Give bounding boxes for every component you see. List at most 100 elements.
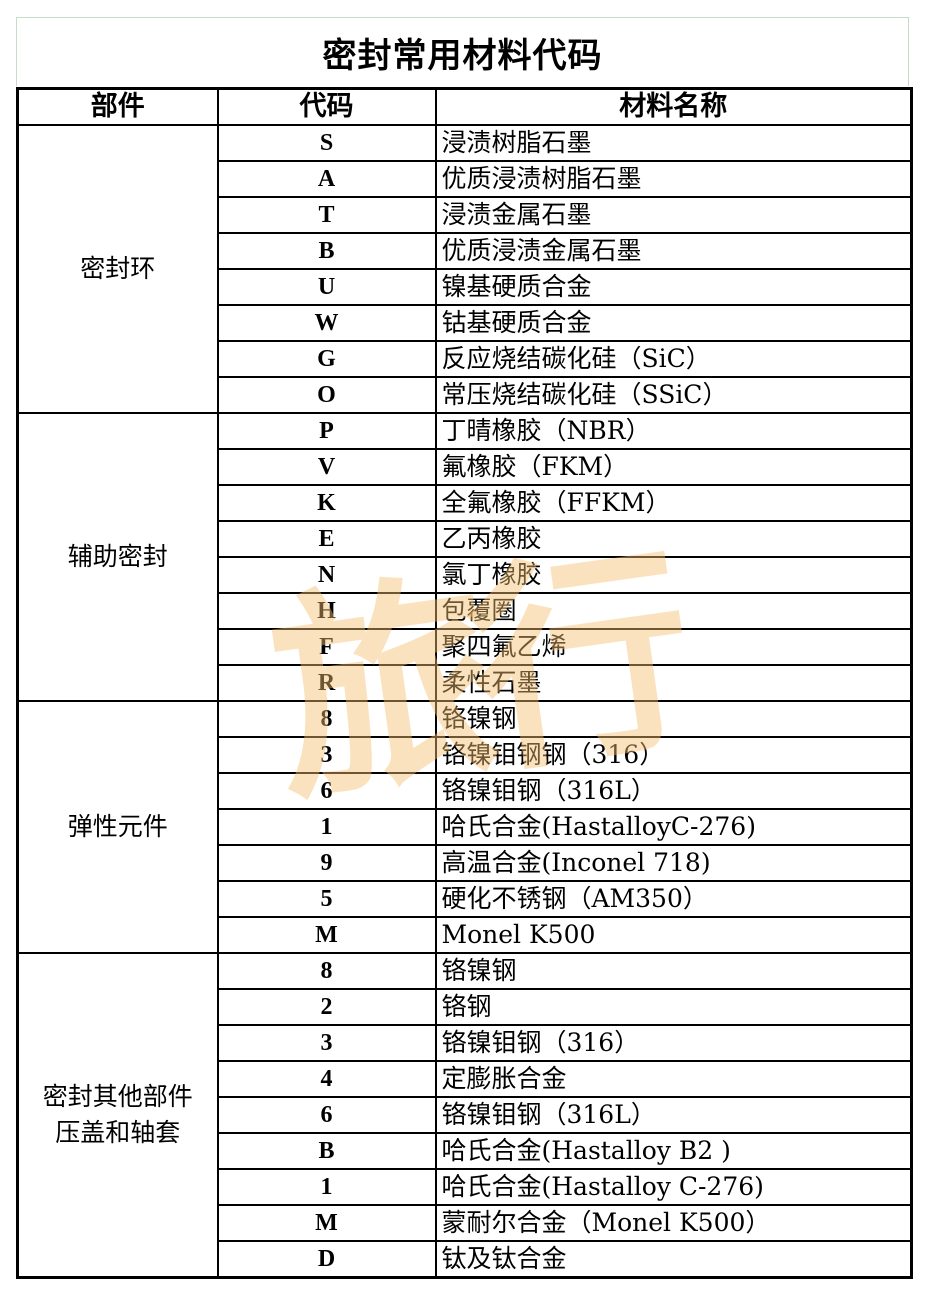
part-cell: 密封其他部件 压盖和轴套 xyxy=(16,952,219,1279)
code-cell: 4 xyxy=(216,1060,437,1098)
material-name-cell: 铬镍钢 xyxy=(434,952,913,990)
table-row: M Monel K500 xyxy=(18,916,913,954)
material-name-cell: 丁晴橡胶（NBR） xyxy=(434,412,913,450)
code-cell: 6 xyxy=(216,1096,437,1134)
table-row: A 优质浸渍树脂石墨 xyxy=(18,160,913,198)
table-row: 1 哈氏合金(Hastalloy C-276) xyxy=(18,1168,913,1206)
table-row: K 全氟橡胶（FFKM） xyxy=(18,484,913,522)
table-row: H 包覆圈 xyxy=(18,592,913,630)
material-name-cell: 优质浸渍树脂石墨 xyxy=(434,160,913,198)
material-name-cell: 优质浸渍金属石墨 xyxy=(434,232,913,270)
material-name-cell: 铬镍钼钢（316） xyxy=(434,1024,913,1062)
code-cell: S xyxy=(216,124,437,162)
table-row: B 优质浸渍金属石墨 xyxy=(18,232,913,270)
code-cell: R xyxy=(216,664,437,702)
material-name-cell: 哈氏合金(Hastalloy B2 ) xyxy=(434,1132,913,1170)
material-code-table: 部件 代码 材料名称 密封环 S 浸渍树脂石墨 A 优质浸渍树脂石墨 T 浸渍金属石墨 B 优质… xyxy=(16,87,913,1279)
table-row: U 镍基硬质合金 xyxy=(18,268,913,306)
table-row: 5 硬化不锈钢（AM350） xyxy=(18,880,913,918)
code-cell: 8 xyxy=(216,952,437,990)
material-name-cell: 铬钢 xyxy=(434,988,913,1026)
code-cell: H xyxy=(216,592,437,630)
code-cell: B xyxy=(216,1132,437,1170)
table-row: O 常压烧结碳化硅（SSiC） xyxy=(18,376,913,414)
material-name-cell: 聚四氟乙烯 xyxy=(434,628,913,666)
header-row: 部件 代码 材料名称 xyxy=(16,87,913,126)
table-row: F 聚四氟乙烯 xyxy=(18,628,913,666)
material-name-cell: 钛及钛合金 xyxy=(434,1240,913,1279)
table-row: 辅助密封 P 丁晴橡胶（NBR） xyxy=(16,412,913,702)
code-cell: T xyxy=(216,196,437,234)
code-cell: 6 xyxy=(216,772,437,810)
material-name-cell: 包覆圈 xyxy=(434,592,913,630)
code-cell: F xyxy=(216,628,437,666)
code-cell: A xyxy=(216,160,437,198)
code-cell: 8 xyxy=(216,700,437,738)
code-cell: K xyxy=(216,484,437,522)
table-row: 2 铬钢 xyxy=(18,988,913,1026)
table-row: G 反应烧结碳化硅（SiC） xyxy=(18,340,913,378)
code-cell: N xyxy=(216,556,437,594)
material-name-cell: 哈氏合金(Hastalloy C-276) xyxy=(434,1168,913,1206)
table-row: 4 定膨胀合金 xyxy=(18,1060,913,1098)
material-name-cell: 铬镍钼钢（316L） xyxy=(434,772,913,810)
table-row: E 乙丙橡胶 xyxy=(18,520,913,558)
table-row: 密封其他部件 压盖和轴套 8 铬镍钢 xyxy=(16,952,913,1279)
table-row: W 钴基硬质合金 xyxy=(18,304,913,342)
material-name-cell: 常压烧结碳化硅（SSiC） xyxy=(434,376,913,414)
material-name-cell: 铬镍钼钢钢（316） xyxy=(434,736,913,774)
part-cell: 弹性元件 xyxy=(16,700,219,954)
code-cell: P xyxy=(216,412,437,450)
part-cell: 辅助密封 xyxy=(16,412,219,702)
material-name-cell: 硬化不锈钢（AM350） xyxy=(434,880,913,918)
material-name-cell: 高温合金(Inconel 718) xyxy=(434,844,913,882)
part-label: 压盖和轴套 xyxy=(55,1118,181,1147)
code-cell: 1 xyxy=(216,1168,437,1206)
table-row: D 钛及钛合金 xyxy=(18,1240,913,1279)
material-name-cell: 乙丙橡胶 xyxy=(434,520,913,558)
table-row: 3 铬镍钼钢钢（316） xyxy=(18,736,913,774)
part-label: 密封其他部件 xyxy=(42,1082,193,1111)
code-cell: E xyxy=(216,520,437,558)
table-row: M 蒙耐尔合金（Monel K500） xyxy=(18,1204,913,1242)
material-name-cell: 全氟橡胶（FFKM） xyxy=(434,484,913,522)
header-material: 材料名称 xyxy=(434,87,913,126)
table-row: 6 铬镍钼钢（316L） xyxy=(18,772,913,810)
code-cell: 1 xyxy=(216,808,437,846)
code-cell: M xyxy=(216,916,437,954)
part-label: 密封环 xyxy=(80,254,156,283)
part-label: 弹性元件 xyxy=(67,812,168,841)
material-name-cell: 钴基硬质合金 xyxy=(434,304,913,342)
code-cell: O xyxy=(216,376,437,414)
table-row: B 哈氏合金(Hastalloy B2 ) xyxy=(18,1132,913,1170)
material-name-cell: 哈氏合金(HastalloyC-276) xyxy=(434,808,913,846)
material-name-cell: 浸渍树脂石墨 xyxy=(434,124,913,162)
table-row: R 柔性石墨 xyxy=(18,664,913,702)
table-row: T 浸渍金属石墨 xyxy=(18,196,913,234)
table-row: 3 铬镍钼钢（316） xyxy=(18,1024,913,1062)
table-row: 密封环 S 浸渍树脂石墨 xyxy=(16,124,913,414)
code-cell: V xyxy=(216,448,437,486)
part-cell: 密封环 xyxy=(16,124,219,414)
part-label: 辅助密封 xyxy=(67,542,168,571)
table-row: 1 哈氏合金(HastalloyC-276) xyxy=(18,808,913,846)
material-name-cell: 铬镍钢 xyxy=(434,700,913,738)
material-name-cell: Monel K500 xyxy=(434,916,913,954)
table-row: V 氟橡胶（FKM） xyxy=(18,448,913,486)
header-part: 部件 xyxy=(16,87,219,126)
code-cell: G xyxy=(216,340,437,378)
material-name-cell: 铬镍钼钢（316L） xyxy=(434,1096,913,1134)
material-name-cell: 氯丁橡胶 xyxy=(434,556,913,594)
code-cell: B xyxy=(216,232,437,270)
material-name-cell: 柔性石墨 xyxy=(434,664,913,702)
material-name-cell: 镍基硬质合金 xyxy=(434,268,913,306)
code-cell: D xyxy=(216,1240,437,1279)
code-cell: W xyxy=(216,304,437,342)
code-cell: 2 xyxy=(216,988,437,1026)
table-row: 9 高温合金(Inconel 718) xyxy=(18,844,913,882)
table-row: 6 铬镍钼钢（316L） xyxy=(18,1096,913,1134)
page-title: 密封常用材料代码 xyxy=(16,17,909,86)
code-cell: 9 xyxy=(216,844,437,882)
material-name-cell: 氟橡胶（FKM） xyxy=(434,448,913,486)
material-name-cell: 浸渍金属石墨 xyxy=(434,196,913,234)
